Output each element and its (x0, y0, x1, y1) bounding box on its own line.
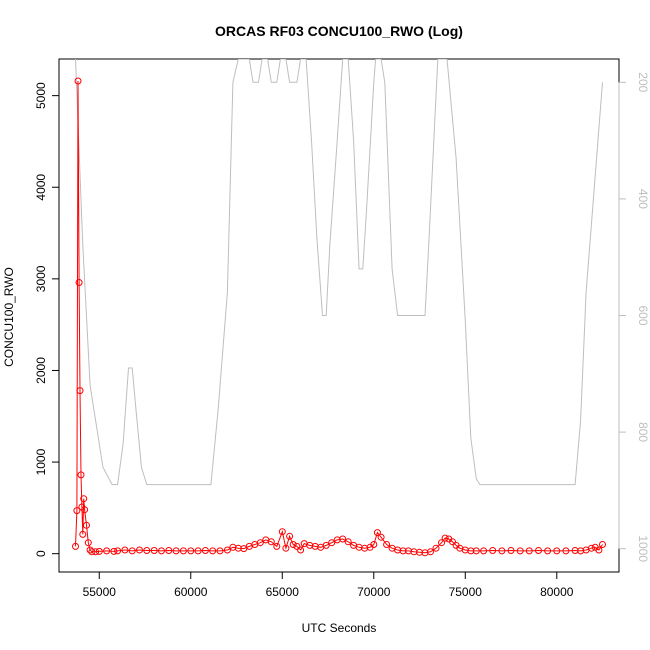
data-point (370, 541, 378, 548)
data-point (73, 507, 81, 515)
y2-tick-label: 400 (636, 189, 650, 209)
y2-tick-label: 1000 (636, 535, 650, 562)
data-point (553, 547, 561, 555)
data-point (76, 387, 84, 395)
data-point (525, 547, 533, 555)
data-point (427, 548, 434, 556)
data-point (95, 547, 103, 555)
x-tick-label: 80000 (540, 585, 574, 599)
data-point (72, 542, 79, 550)
data-point (103, 547, 111, 555)
data-point (77, 471, 85, 479)
data-point (438, 539, 445, 547)
data-point (535, 547, 542, 554)
data-point (507, 547, 515, 554)
data-point (150, 547, 158, 554)
y-tick-label: 1000 (34, 448, 48, 475)
data-point (498, 547, 506, 555)
data-point (267, 538, 275, 546)
data-point (544, 547, 552, 555)
data-point (88, 548, 96, 556)
plot-frame (58, 58, 620, 573)
data-point (83, 521, 90, 529)
data-point (143, 547, 151, 554)
data-point (286, 532, 294, 540)
data-point (187, 547, 195, 555)
data-point (480, 547, 488, 555)
x-tick-label: 65000 (266, 585, 300, 599)
data-point (128, 547, 136, 555)
data-point (110, 547, 118, 555)
x-axis-label: UTC Seconds (302, 621, 377, 635)
data-point (172, 547, 180, 555)
series-left-line (75, 80, 603, 554)
data-point (562, 547, 570, 555)
y-axis-label: CONCU100_RWO (2, 267, 16, 367)
data-point (339, 535, 347, 543)
data-point (136, 546, 143, 554)
data-point (223, 546, 231, 554)
data-point (209, 547, 217, 555)
data-point (449, 538, 456, 546)
data-point (75, 279, 83, 286)
data-point (278, 528, 286, 536)
data-point (383, 541, 391, 548)
data-point (92, 548, 100, 556)
data-point (599, 541, 606, 548)
data-point (256, 539, 264, 547)
data-point (194, 547, 202, 555)
y2-tick-label: 200 (636, 72, 650, 92)
data-point (216, 547, 224, 555)
y-tick-label: 3000 (34, 265, 48, 292)
data-point (179, 547, 187, 555)
y-tick-label: 0 (34, 550, 48, 557)
y-tick-label: 5000 (34, 82, 48, 109)
data-point (399, 547, 407, 555)
chart-title: ORCAS RF03 CONCU100_RWO (Log) (215, 23, 463, 39)
data-point (165, 547, 173, 554)
x-tick-label: 55000 (83, 585, 117, 599)
data-point (373, 529, 381, 537)
x-tick-label: 70000 (357, 585, 391, 599)
data-point (344, 538, 352, 546)
x-tick-label: 60000 (174, 585, 208, 599)
data-point (293, 542, 301, 550)
data-point (81, 506, 89, 514)
y2-tick-label: 600 (636, 305, 650, 325)
data-point (158, 547, 165, 555)
data-point (588, 544, 595, 552)
data-point (114, 547, 122, 555)
data-point (595, 546, 603, 554)
series-right-line (75, 59, 603, 486)
y-tick-label: 4000 (34, 174, 48, 201)
data-point (377, 533, 385, 541)
data-point (282, 544, 290, 552)
plot-area (72, 59, 606, 557)
data-point (79, 530, 87, 538)
data-point (201, 547, 209, 554)
data-point (297, 546, 305, 554)
x-tick-label: 75000 (449, 585, 483, 599)
data-point (441, 534, 449, 542)
y2-tick-label: 800 (636, 422, 650, 442)
data-point (80, 495, 88, 503)
data-point (322, 541, 330, 549)
data-point (84, 539, 92, 547)
data-point (432, 544, 440, 552)
data-point (289, 541, 297, 548)
data-point (273, 542, 281, 550)
data-point (516, 547, 524, 555)
data-point (121, 546, 129, 554)
data-point (489, 547, 497, 554)
data-point (328, 539, 336, 547)
y-tick-label: 2000 (34, 357, 48, 384)
data-point (74, 77, 82, 85)
data-point (472, 547, 480, 555)
